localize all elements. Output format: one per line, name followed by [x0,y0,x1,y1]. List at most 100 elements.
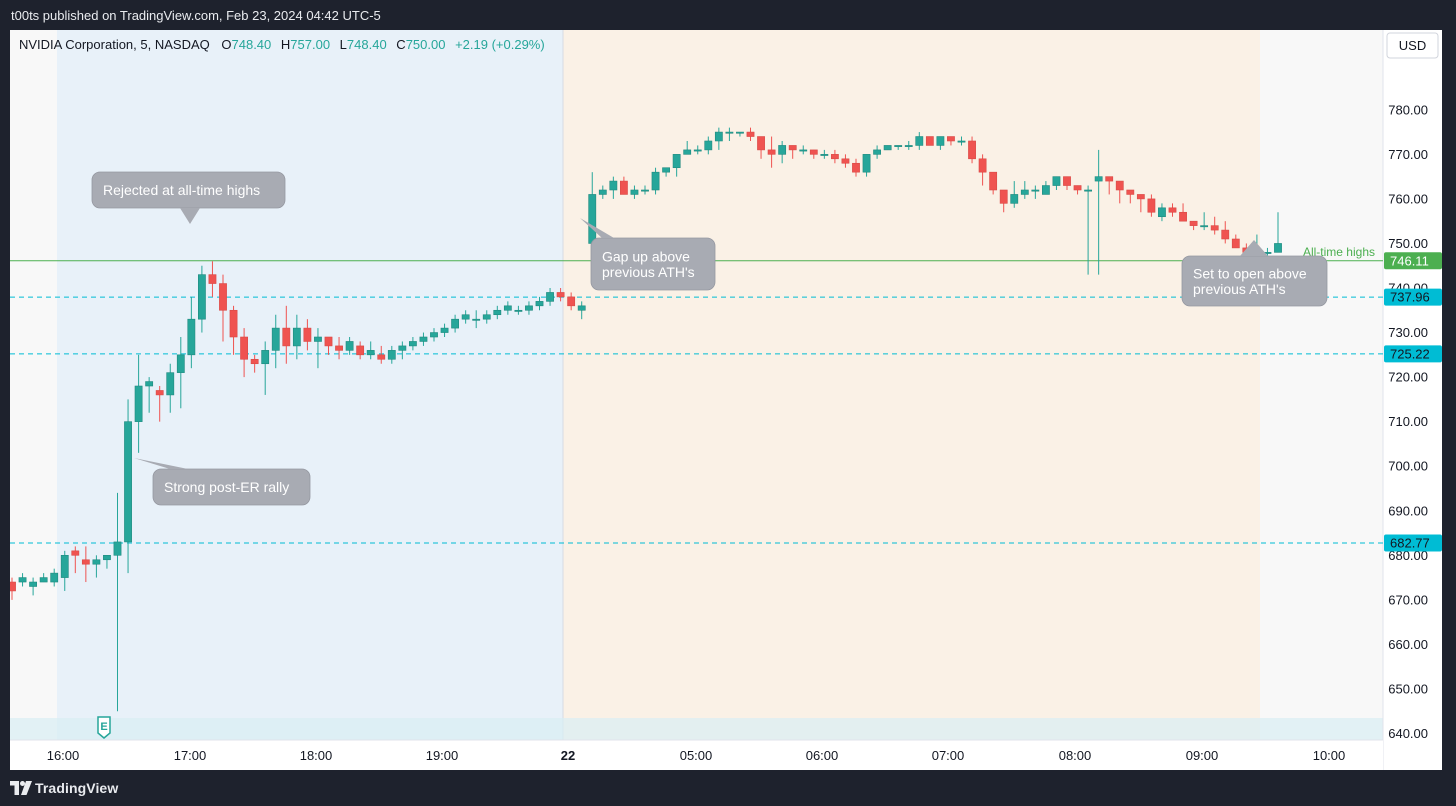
candle[interactable] [894,145,903,150]
candle[interactable] [345,337,354,355]
candle[interactable] [1084,185,1092,275]
candle[interactable] [176,337,185,409]
candle[interactable] [240,328,248,378]
candle[interactable] [493,305,502,320]
symbol-legend[interactable]: NVIDIA Corporation, 5, NASDAQ O748.40 H7… [19,37,545,52]
candle[interactable] [535,296,544,311]
candle[interactable] [451,314,459,333]
candle[interactable] [936,136,945,150]
candle[interactable] [915,132,924,150]
candle[interactable] [134,354,143,453]
candle[interactable] [546,288,554,306]
candle[interactable] [651,167,660,195]
candle[interactable] [461,310,470,324]
candle[interactable] [155,386,164,422]
earnings-marker[interactable]: E [97,716,111,739]
candle[interactable] [261,341,270,395]
candle[interactable] [29,577,37,596]
candle[interactable] [198,265,206,333]
price-chart[interactable]: All-time highs 640.00650.00660.00670.006… [10,30,1442,770]
candle[interactable] [103,554,111,569]
candle[interactable] [609,176,618,199]
callout-post-er-rally[interactable]: Strong post-ER rally [134,458,311,506]
candle[interactable] [10,577,16,600]
candle[interactable] [567,292,576,311]
candle[interactable] [314,328,322,369]
candle[interactable] [430,328,438,342]
candle[interactable] [1189,220,1198,231]
candle[interactable] [71,546,80,574]
candle[interactable] [693,145,702,155]
candle[interactable] [1210,216,1219,235]
candle[interactable] [482,310,491,324]
candle[interactable] [440,323,449,338]
candle[interactable] [1126,189,1135,204]
candle[interactable] [989,171,998,195]
candle[interactable] [714,127,723,150]
candle[interactable] [145,377,154,413]
candle[interactable] [398,341,407,360]
candle[interactable] [113,492,122,712]
candle[interactable] [1221,221,1230,244]
candle[interactable] [1031,185,1040,199]
candle[interactable] [366,341,375,360]
candle[interactable] [303,319,312,351]
candle[interactable] [968,136,976,164]
candle[interactable] [883,145,892,151]
candle[interactable] [525,301,533,315]
candle[interactable] [60,550,69,591]
candle[interactable] [1274,212,1282,253]
candle[interactable] [788,145,797,159]
candle[interactable] [271,314,280,369]
candle[interactable] [978,154,987,186]
candle[interactable] [852,158,860,177]
candle[interactable] [324,336,333,355]
candle[interactable] [1052,176,1061,190]
candle[interactable] [1168,203,1177,217]
candle[interactable] [820,149,829,159]
candle[interactable] [1105,176,1114,195]
candle[interactable] [282,305,291,364]
candle[interactable] [757,136,765,159]
candle[interactable] [662,167,670,177]
candle[interactable] [1042,181,1050,195]
candle[interactable] [335,337,343,360]
candle[interactable] [862,154,871,177]
candle[interactable] [187,296,196,369]
candle[interactable] [1147,194,1156,217]
candle[interactable] [1158,203,1166,222]
candle[interactable] [1010,181,1019,208]
candle[interactable] [947,136,955,146]
candle[interactable] [92,555,101,578]
candle[interactable] [630,185,639,199]
candle[interactable] [377,345,386,364]
candle[interactable] [809,149,818,159]
candle[interactable] [556,288,565,302]
currency-selector[interactable]: USD [1386,32,1439,59]
candle[interactable] [50,568,59,587]
candle[interactable] [725,127,734,141]
candle[interactable] [778,140,787,164]
candle[interactable] [18,573,27,587]
candle[interactable] [1136,194,1145,213]
candle[interactable] [1200,212,1209,231]
currency-button[interactable] [1386,32,1439,59]
candle[interactable] [641,185,649,195]
candle[interactable] [419,332,428,346]
candle[interactable] [830,149,839,164]
chart-frame[interactable]: All-time highs 640.00 650.00 660.00 670.00 6… [10,30,1442,770]
candle[interactable] [292,314,301,360]
candle[interactable] [503,301,512,315]
candle[interactable] [219,274,227,342]
candle[interactable] [166,363,175,413]
candle[interactable] [81,546,90,583]
candle[interactable] [250,354,259,373]
candle[interactable] [736,131,744,137]
candle[interactable] [208,261,217,297]
candle[interactable] [1179,203,1187,222]
candle[interactable] [704,136,713,155]
candle[interactable] [356,341,365,360]
candle[interactable] [387,345,396,364]
candle[interactable] [1094,149,1103,275]
